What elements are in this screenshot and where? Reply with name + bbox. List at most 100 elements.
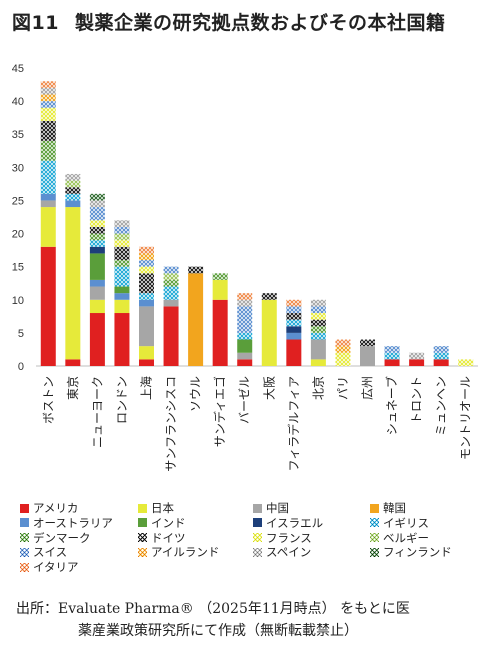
x-category-label: ソウル — [189, 376, 203, 412]
bar-segment — [384, 346, 400, 353]
bar-segment — [139, 299, 154, 307]
x-category-label: シュネーブ — [384, 376, 399, 435]
bar-segment — [237, 352, 253, 360]
y-tick-label: 20 — [12, 229, 24, 241]
legend-swatch — [370, 503, 379, 513]
bar-segment — [114, 246, 130, 261]
bar-segment — [163, 279, 179, 287]
bar-segment — [163, 306, 179, 366]
bar-segment — [310, 326, 326, 333]
bar-segment — [89, 220, 105, 227]
legend-swatch — [253, 547, 262, 557]
x-category-label: 広州 — [361, 376, 375, 400]
legend-label: イスラエル — [266, 515, 324, 530]
legend-swatch — [253, 503, 262, 513]
bar-segment — [114, 266, 130, 287]
legend-swatch — [370, 518, 379, 528]
legend-swatch — [370, 547, 379, 557]
bar-segment — [360, 346, 375, 366]
figure-title-text: 製薬企業の研究拠点数およびその本社国籍 — [74, 12, 446, 34]
legend-label: ベルギー — [383, 530, 429, 545]
x-category-label: パリ — [336, 376, 350, 400]
bar-segment — [139, 253, 154, 261]
source-line-1: 出所：Evaluate Pharma® （2025年11月時点） をもとに医 — [16, 601, 410, 617]
legend-item: スイス — [20, 544, 67, 560]
x-category-label: モントリオール — [459, 376, 473, 460]
bar-segment — [139, 293, 154, 300]
bar-segment — [163, 286, 179, 300]
legend-label: インド — [151, 515, 186, 530]
legend-item: インド — [138, 515, 186, 531]
bar-segment — [310, 339, 326, 360]
bar-segment — [237, 306, 253, 333]
y-tick-label: 5 — [18, 328, 24, 340]
bar-segment — [40, 81, 56, 88]
figure-number: 図11 — [12, 12, 59, 34]
y-tick-label: 10 — [12, 295, 24, 307]
source-note: 出所：Evaluate Pharma® （2025年11月時点） をもとに医 薬… — [16, 598, 486, 642]
bar-segment — [65, 180, 81, 188]
bar-segment — [89, 226, 105, 234]
bar-segment — [384, 359, 400, 366]
bar-segment — [89, 246, 105, 254]
bar-segment — [89, 207, 105, 221]
bar-segment — [286, 313, 302, 320]
bar-segment — [40, 160, 56, 194]
legend-swatch — [253, 533, 262, 543]
bar-segment — [433, 352, 449, 360]
legend-item: フランス — [253, 530, 312, 546]
x-category-label: フィラデルフィア — [286, 376, 301, 472]
bar-segment — [310, 306, 326, 314]
bar-segment — [89, 313, 105, 366]
legend-item: ドイツ — [138, 530, 186, 546]
bar-segment — [65, 359, 81, 366]
x-category-label: トロント — [410, 376, 424, 424]
legend-label: デンマーク — [33, 530, 91, 545]
bar-segment — [114, 293, 130, 300]
bar-segment — [310, 332, 326, 340]
bar-segment — [139, 266, 154, 274]
legend-label: 韓国 — [383, 501, 406, 515]
x-category-label: ロンドン — [115, 376, 129, 424]
y-tick-label: 30 — [12, 162, 24, 174]
bar-segment — [188, 266, 204, 274]
legend-item: オーストラリア — [20, 515, 113, 531]
bar-segment — [335, 346, 351, 353]
bar-segment — [65, 200, 81, 208]
legend-swatch — [20, 518, 29, 528]
bar-segment — [40, 87, 56, 95]
bar-segment — [40, 193, 56, 201]
bar-segment — [65, 207, 81, 360]
bar-segment — [237, 332, 253, 340]
bar-segment — [89, 240, 105, 247]
bar-segment — [286, 306, 302, 314]
bar-segment — [163, 299, 179, 307]
bar-segment — [114, 233, 130, 241]
bar-segment — [139, 260, 154, 267]
legend-label: 日本 — [151, 501, 174, 515]
x-category-label: サンフランシスコ — [164, 376, 178, 472]
bar-segment — [409, 352, 425, 360]
bar-segment — [40, 246, 56, 366]
bar-segment — [261, 293, 277, 300]
bar-segment — [40, 200, 56, 208]
bar-segment — [114, 240, 130, 247]
legend-swatch — [20, 503, 29, 513]
bar-segment — [310, 299, 326, 307]
x-category-label: ボストン — [41, 376, 55, 424]
legend-swatch — [20, 533, 29, 543]
y-tick-label: 40 — [12, 96, 24, 108]
bar-segment — [89, 200, 105, 208]
legend-swatch — [138, 533, 147, 543]
bar-segment — [89, 279, 105, 287]
legend-label: アイルランド — [151, 545, 220, 560]
legend-label: イタリア — [33, 560, 79, 575]
x-category-label: ミュンヘン — [434, 376, 448, 436]
bar-segment — [163, 266, 179, 274]
bar-segment — [114, 286, 130, 294]
legend-item: イギリス — [370, 515, 429, 531]
bar-segment — [40, 207, 56, 247]
legend-item: アメリカ — [20, 500, 78, 516]
x-category-label: バーゼル — [238, 376, 252, 424]
legend-item: デンマーク — [20, 530, 91, 546]
